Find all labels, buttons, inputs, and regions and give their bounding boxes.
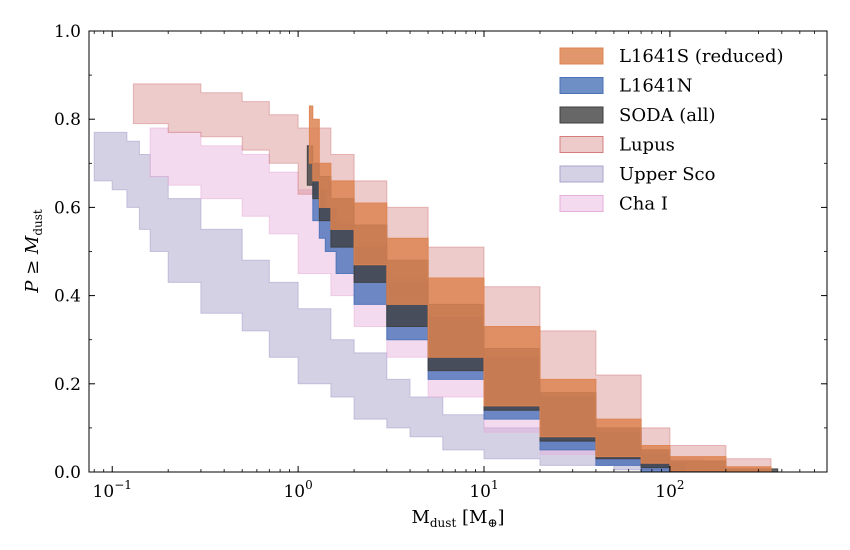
- x-tick-label: 101: [469, 478, 498, 502]
- legend-label-l1641n: L1641N: [619, 76, 693, 97]
- y-tick-label: 0.6: [54, 198, 81, 218]
- y-tick-label: 0.2: [54, 375, 81, 395]
- legend-label-cha-i: Cha I: [619, 194, 668, 215]
- legend-label-soda-all: SODA (all): [619, 105, 716, 126]
- y-tick-label: 1.0: [54, 22, 81, 42]
- y-tick-label: 0.4: [54, 287, 81, 307]
- legend-swatch-l1641n: [559, 77, 604, 94]
- legend-label-lupus: Lupus: [619, 135, 675, 156]
- x-tick-label: 10−1: [93, 478, 132, 502]
- ticks-layer: 10−1 100 101 102 0.0 0.2 0.4 0.6 0.8 1.0: [54, 22, 828, 502]
- bands-layer: [93, 83, 779, 473]
- x-tick-label: 100: [283, 478, 312, 502]
- x-tick-label: 102: [655, 478, 684, 502]
- y-tick-label: 0.8: [54, 110, 81, 130]
- legend-label-l1641s-reduced: L1641S (reduced): [619, 46, 784, 67]
- legend-swatch-cha-i: [559, 195, 604, 212]
- x-axis-label: Mdust [M⊕]: [411, 507, 504, 530]
- legend-label-upper-sco: Upper Sco: [619, 164, 715, 185]
- legend-swatch-soda-all: [559, 106, 604, 124]
- legend-swatch-lupus: [559, 136, 604, 153]
- y-tick-label: 0.0: [54, 463, 81, 483]
- legend-swatch-l1641s-reduced: [559, 47, 604, 65]
- legend: L1641S (reduced) L1641N SODA (all) Lupus Upp…: [559, 46, 784, 215]
- legend-swatch-upper-sco: [559, 165, 604, 183]
- y-axis-label: P ≥ Mdust: [22, 209, 45, 294]
